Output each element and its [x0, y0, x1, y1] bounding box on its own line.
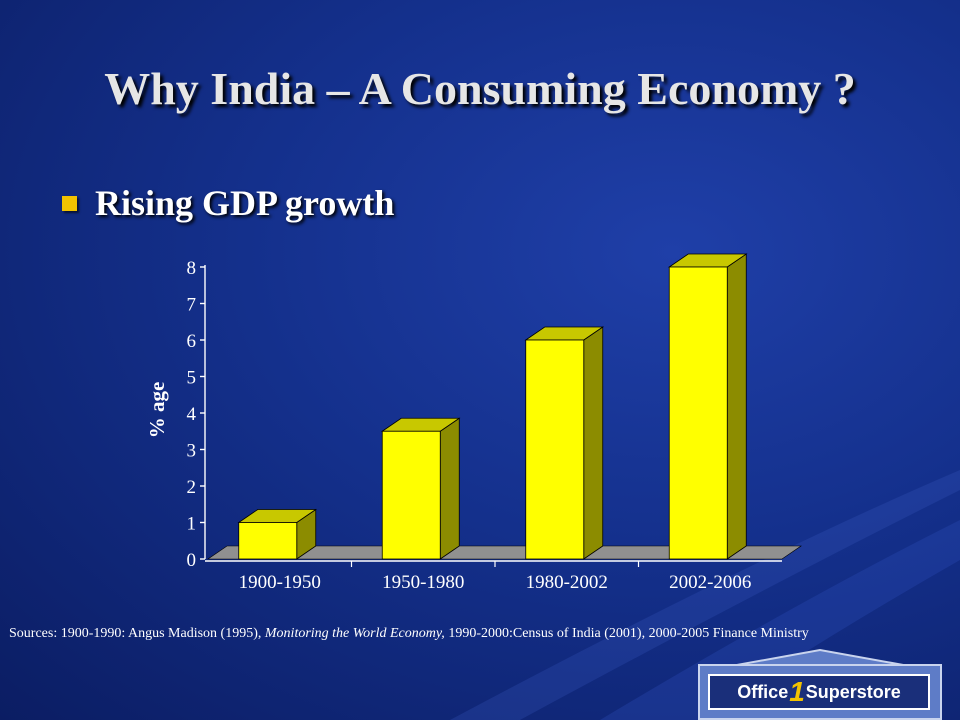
- sources-text-italic: Monitoring the World Economy,: [264, 626, 445, 641]
- office1-superstore-logo: Office 1 Superstore: [698, 648, 942, 720]
- sources-text-1: Sources: 1900-1990: Angus Madison (1995)…: [9, 626, 265, 641]
- x-tick-label: 1950-1980: [382, 572, 464, 593]
- y-tick-label: 0: [187, 550, 197, 571]
- y-tick-label: 1: [187, 514, 197, 535]
- sources-text-2: 1990-2000:Census of India (2001), 2000-2…: [444, 626, 809, 641]
- bullet-square-icon: [62, 195, 77, 211]
- logo-text-superstore: Superstore: [805, 681, 901, 702]
- bar-front: [238, 522, 298, 560]
- bar-side: [439, 417, 460, 560]
- slide-title: Why India – A Consuming Economy ?: [104, 63, 856, 114]
- logo-number: 1: [789, 676, 805, 707]
- x-tick-label: 2002-2006: [669, 572, 751, 593]
- bar: [237, 508, 318, 560]
- bar-front: [525, 339, 585, 560]
- y-tick-label: 7: [187, 295, 197, 316]
- bar: [380, 417, 461, 560]
- y-tick-label: 5: [187, 368, 197, 389]
- y-tick-label: 8: [187, 258, 197, 279]
- y-tick-label: 6: [187, 331, 197, 352]
- y-tick-label: 3: [187, 441, 197, 462]
- bar: [524, 326, 605, 560]
- chart-floor: [207, 545, 802, 560]
- bar-front: [668, 266, 728, 560]
- bar: [667, 253, 748, 560]
- y-tick-label: 4: [187, 404, 197, 425]
- bar-side: [726, 253, 747, 560]
- y-axis-label: % age: [145, 382, 169, 439]
- x-tick-label: 1900-1950: [239, 572, 321, 593]
- sources-note: Sources: 1900-1990: Angus Madison (1995)…: [9, 624, 949, 644]
- bar-front: [381, 430, 441, 560]
- bar-side: [583, 326, 604, 560]
- y-tick-label: 2: [187, 477, 197, 498]
- logo-text-office: Office: [737, 681, 789, 702]
- x-tick-label: 1980-2002: [526, 572, 608, 593]
- bullet-item: Rising GDP growth: [62, 182, 394, 224]
- bullet-text: Rising GDP growth: [95, 183, 395, 223]
- logo-wordmark: Office 1 Superstore: [708, 674, 930, 710]
